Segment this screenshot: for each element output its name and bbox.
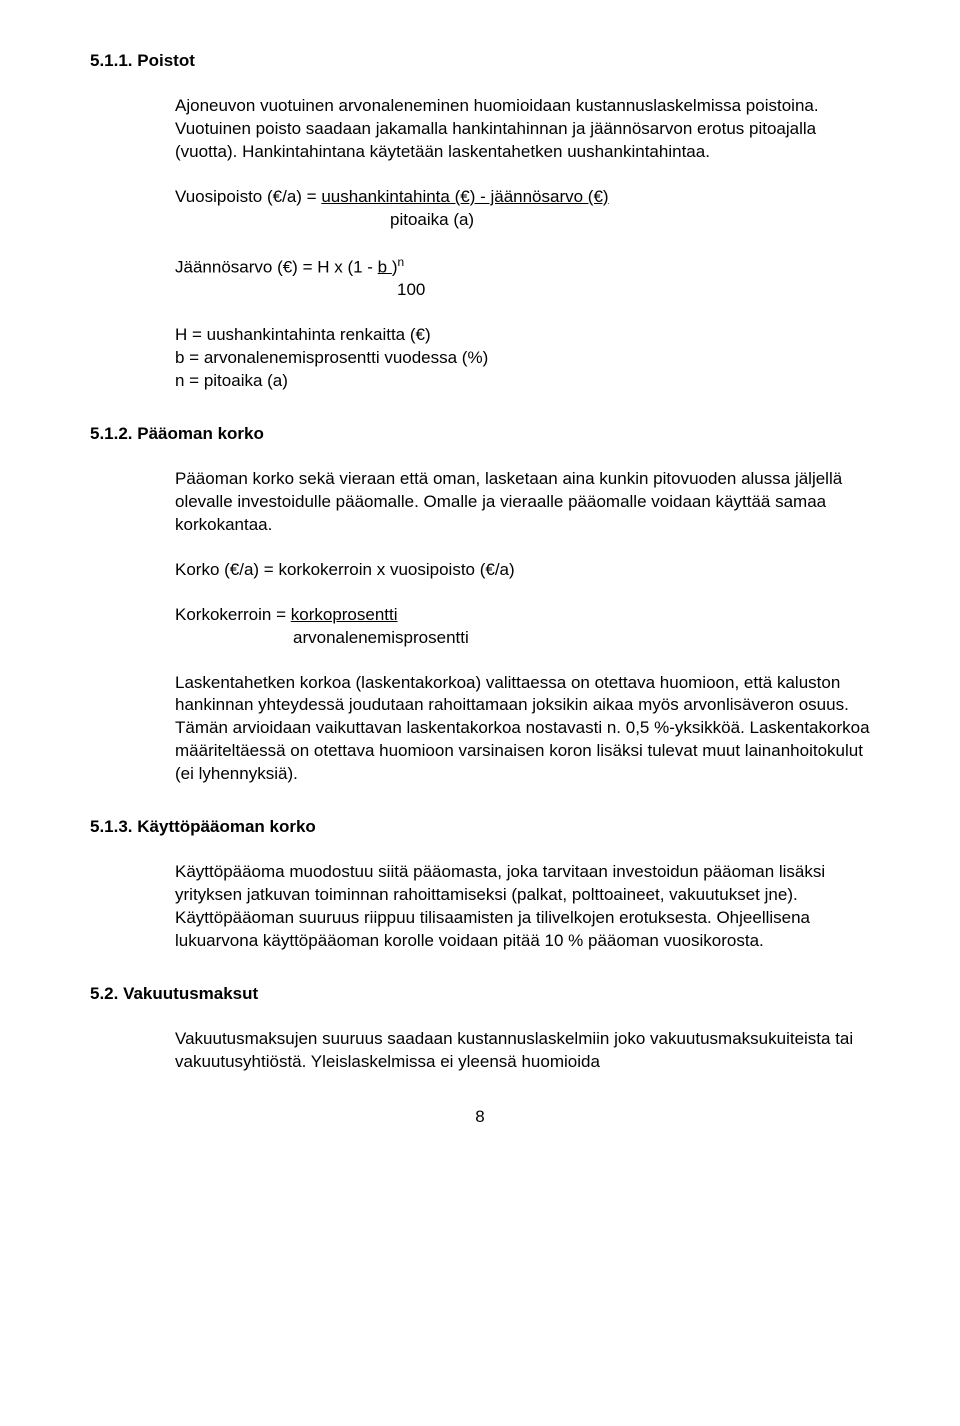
formula-denominator: 100	[175, 279, 870, 302]
formula-exponent: n	[398, 255, 405, 269]
formula-jaannosarvo: Jäännösarvo (€) = H x (1 - b )n 100	[175, 254, 870, 303]
def-h: H = uushankintahinta renkaitta (€)	[175, 324, 870, 347]
paragraph-vakuutusmaksut: Vakuutusmaksujen suuruus saadaan kustann…	[175, 1028, 870, 1074]
def-n: n = pitoaika (a)	[175, 370, 870, 393]
formula-korkokerroin: Korkokerroin = korkoprosentti arvonalene…	[175, 604, 870, 650]
heading-paaoman-korko: 5.1.2. Pääoman korko	[90, 423, 870, 446]
formula-denominator: pitoaika (a)	[175, 209, 870, 232]
formula-numerator: uushankintahinta (€) - jäännösarvo (€)	[321, 187, 608, 206]
formula-korko: Korko (€/a) = korkokerroin x vuosipoisto…	[175, 559, 870, 582]
paragraph-kayttopaaoma: Käyttöpääoma muodostuu siitä pääomasta, …	[175, 861, 870, 953]
paragraph-korko-details: Laskentahetken korkoa (laskentakorkoa) v…	[175, 672, 870, 787]
formula-label: Korkokerroin =	[175, 605, 291, 624]
def-b: b = arvonalenemisprosentti vuodessa (%)	[175, 347, 870, 370]
formula-numerator: korkoprosentti	[291, 605, 398, 624]
heading-vakuutusmaksut: 5.2. Vakuutusmaksut	[90, 983, 870, 1006]
page-number: 8	[90, 1106, 870, 1129]
paragraph-poistot-intro: Ajoneuvon vuotuinen arvonaleneminen huom…	[175, 95, 870, 164]
formula-vuosipoisto: Vuosipoisto (€/a) = uushankintahinta (€)…	[175, 186, 870, 232]
variable-definitions: H = uushankintahinta renkaitta (€) b = a…	[175, 324, 870, 393]
formula-denominator: arvonalenemisprosentti	[175, 627, 870, 650]
formula-var-b: b	[378, 257, 392, 276]
paragraph-korko-intro: Pääoman korko sekä vieraan että oman, la…	[175, 468, 870, 537]
heading-kayttopaaoman-korko: 5.1.3. Käyttöpääoman korko	[90, 816, 870, 839]
heading-poistot: 5.1.1. Poistot	[90, 50, 870, 73]
formula-text: Korko (€/a) = korkokerroin x vuosipoisto…	[175, 559, 870, 582]
formula-label: Jäännösarvo (€) = H x (1 -	[175, 257, 378, 276]
formula-label: Vuosipoisto (€/a) =	[175, 187, 321, 206]
